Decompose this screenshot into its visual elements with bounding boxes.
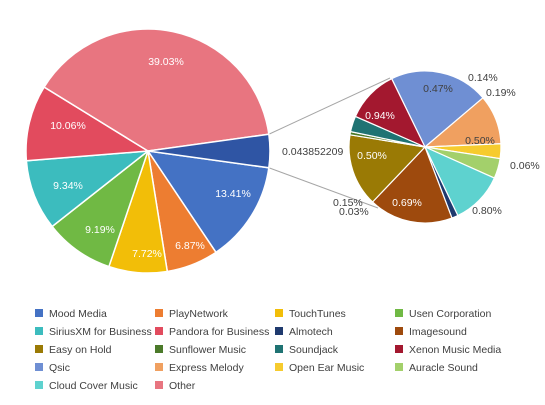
legend-label: PlayNetwork xyxy=(169,308,229,320)
legend-label: Usen Corporation xyxy=(409,308,491,320)
legend-label: SiriusXM for Business xyxy=(49,326,152,338)
main-slice-secondary-group xyxy=(147,133,271,169)
secondary-label-easy-on-hold: 0.69% xyxy=(392,197,422,209)
connector-line-top xyxy=(268,77,391,135)
legend-label: Mood Media xyxy=(49,308,107,320)
legend-item-xenon-music-media: Xenon Music Media xyxy=(395,344,501,356)
legend-label: Other xyxy=(169,380,196,392)
legend-swatch xyxy=(275,327,283,335)
legend-item-pandora-for-business: Pandora for Business xyxy=(155,326,269,338)
legend-label: TouchTunes xyxy=(289,308,346,320)
legend-label: Open Ear Music xyxy=(289,362,364,374)
legend-swatch xyxy=(155,381,163,389)
legend-item-qsic: Qsic xyxy=(35,362,70,374)
main-label-mood-media: 13.41% xyxy=(215,188,251,200)
legend-swatch xyxy=(395,309,403,317)
main-label-playnetwork: 6.87% xyxy=(175,240,205,252)
legend-item-express-melody: Express Melody xyxy=(155,362,244,374)
legend-swatch xyxy=(395,345,403,353)
legend-label: Pandora for Business xyxy=(169,326,269,338)
legend-item-imagesound: Imagesound xyxy=(395,326,467,338)
secondary-label-soundjack: 0.15% xyxy=(333,197,363,209)
main-pie xyxy=(25,28,271,274)
legend-label: Xenon Music Media xyxy=(409,344,501,356)
secondary-label-express-melody: 0.47% xyxy=(423,83,453,95)
secondary-label-imagesound: 0.80% xyxy=(472,205,502,217)
legend-swatch xyxy=(155,309,163,317)
legend-swatch xyxy=(35,327,43,335)
legend-item-open-ear-music: Open Ear Music xyxy=(275,362,364,374)
legend-item-soundjack: Soundjack xyxy=(275,344,339,356)
connector-lines xyxy=(268,77,391,209)
legend-item-sunflower-music: Sunflower Music xyxy=(155,344,246,356)
legend-swatch xyxy=(395,327,403,335)
main-label-pandora-for-business: 10.06% xyxy=(50,120,86,132)
legend-item-usen-corporation: Usen Corporation xyxy=(395,308,491,320)
legend-swatch xyxy=(275,309,283,317)
legend-label: Qsic xyxy=(49,362,70,374)
legend-swatch xyxy=(155,327,163,335)
legend-label: Soundjack xyxy=(289,344,339,356)
legend-label: Imagesound xyxy=(409,326,467,338)
legend-label: Express Melody xyxy=(169,362,244,374)
main-slice-pandora-for-business xyxy=(25,86,151,162)
connector-line-bottom xyxy=(268,167,379,209)
data-labels: 13.41% 6.87% 7.72% 9.19% 9.34% 10.06% 39.03% 0.… xyxy=(50,56,540,260)
legend-swatch xyxy=(35,363,43,371)
legend-item-mood-media: Mood Media xyxy=(35,308,107,320)
legend-swatch xyxy=(35,381,43,389)
legend-swatch xyxy=(275,363,283,371)
legend-swatch xyxy=(35,309,43,317)
legend-label: Sunflower Music xyxy=(169,344,246,356)
secondary-slice-qsic xyxy=(390,70,484,148)
legend: Mood Media PlayNetwork TouchTunes Usen Corp… xyxy=(35,308,501,392)
main-slice-other xyxy=(43,28,270,152)
secondary-slice-easy-on-hold xyxy=(348,134,427,203)
legend-item-almotech: Almotech xyxy=(275,326,333,338)
secondary-label-sunflower-music: 0.03% xyxy=(339,206,369,218)
legend-item-cloud-cover-music: Cloud Cover Music xyxy=(35,380,138,392)
legend-label: Auracle Sound xyxy=(409,362,478,374)
legend-item-playnetwork: PlayNetwork xyxy=(155,308,229,320)
legend-swatch xyxy=(155,345,163,353)
legend-swatch xyxy=(275,345,283,353)
legend-item-siriusxm-for-business: SiriusXM for Business xyxy=(35,326,152,338)
legend-label: Easy on Hold xyxy=(49,344,112,356)
legend-swatch xyxy=(395,363,403,371)
legend-item-auracle-sound: Auracle Sound xyxy=(395,362,478,374)
legend-swatch xyxy=(35,345,43,353)
legend-item-easy-on-hold: Easy on Hold xyxy=(35,344,112,356)
secondary-label-open-ear-music: 0.14% xyxy=(468,72,498,84)
main-label-touchtunes: 7.72% xyxy=(132,248,162,260)
secondary-slice-xenon-music-media xyxy=(354,77,427,149)
main-label-other: 39.03% xyxy=(148,56,184,68)
legend-swatch xyxy=(155,363,163,371)
secondary-pie xyxy=(348,70,502,224)
main-label-secondary-group: 0.043852209 xyxy=(282,146,343,158)
legend-label: Almotech xyxy=(289,326,333,338)
secondary-label-almotech: 0.06% xyxy=(510,160,540,172)
legend-item-touchtunes: TouchTunes xyxy=(275,308,346,320)
secondary-label-auracle-sound: 0.19% xyxy=(486,87,516,99)
secondary-slice-imagesound xyxy=(371,145,453,224)
legend-label: Cloud Cover Music xyxy=(49,380,138,392)
main-slice-mood-media xyxy=(146,150,270,254)
secondary-label-cloud-cover-music: 0.50% xyxy=(465,135,495,147)
main-label-siriusxm-for-business: 9.34% xyxy=(53,180,83,192)
legend-item-other: Other xyxy=(155,380,196,392)
secondary-label-xenon-music-media: 0.50% xyxy=(357,150,387,162)
secondary-label-qsic: 0.94% xyxy=(365,110,395,122)
main-label-usen-corporation: 9.19% xyxy=(85,224,115,236)
